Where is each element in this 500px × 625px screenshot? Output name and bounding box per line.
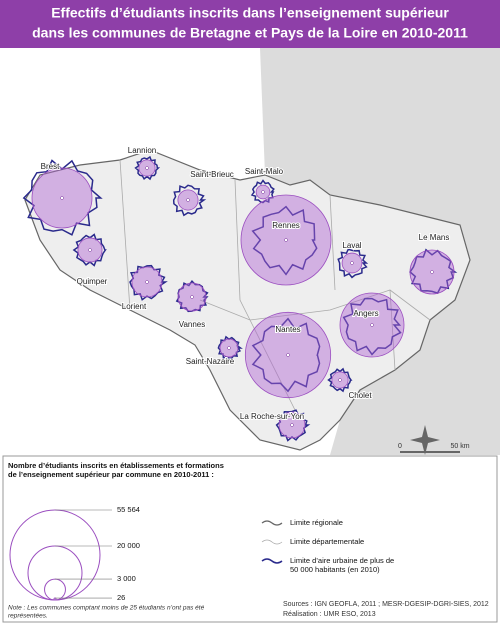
legend-line-label: Limite d’aire urbaine de plus de [290,556,394,565]
legend-value: 26 [117,593,125,602]
city-label: Cholet [348,391,372,400]
urban-area-boundary [251,205,318,276]
city-core [60,196,64,200]
urban-area-boundary [327,367,353,393]
city-label: Vannes [179,320,206,329]
urban-area-boundary [337,248,369,279]
city-label: La Roche-sur-Yon [240,412,304,421]
city-label: Saint-Brieuc [190,170,234,179]
title-line: Effectifs d’étudiants inscrits dans l’en… [51,5,449,21]
city-core [370,323,374,327]
map: Brest Lannion Saint-Brieuc Saint-Malo Rennes… [22,48,500,455]
legend-line-label: 50 000 habitants (en 2010) [290,565,380,574]
urban-area-boundary [175,280,209,313]
city-label: Quimper [77,277,108,286]
legend-box [2,455,498,623]
urban-area-boundary [134,155,161,181]
title-banner [0,0,500,48]
sources: Réalisation : UMR ESO, 2013 [283,611,376,618]
city-label: Lannion [128,146,156,155]
city-label: Rennes [272,221,300,230]
city-core [338,378,342,382]
legend-title: de l’enseignement supérieur par commune … [8,470,214,479]
scale-end: 50 km [450,443,469,450]
scale-start: 0 [398,443,402,450]
urban-area-boundary [129,264,168,301]
city-core [430,270,434,274]
city-core [190,295,194,299]
city-label: Saint-Malo [245,167,284,176]
city-core [284,238,288,242]
legend-note: Note : Les communes comptant moins de 25… [8,605,205,612]
legend-value: 20 000 [117,541,140,550]
sources: Sources : IGN GEOFLA, 2011 ; MESR-DGESIP… [283,601,489,608]
city-core [88,248,92,252]
city-label: Le Mans [419,233,450,242]
legend-line-label: Limite départementale [290,537,364,546]
city-label: Brest [41,162,60,171]
city-label: Angers [353,309,378,318]
department-boundaries [119,159,431,421]
urban-area-boundary [72,233,107,267]
legend-note: représentées. [8,613,48,620]
legend-value: 3 000 [117,574,136,583]
city-core [145,166,149,170]
city-core [290,423,294,427]
urban-area-boundary [172,184,207,217]
legend-line-sample [261,539,283,545]
city-core [227,346,231,350]
city-core [261,190,265,194]
city-core [145,280,149,284]
legend-line-label: Limite régionale [290,518,343,527]
city-core [286,353,290,357]
legend-line-sample [261,558,283,564]
city-core [350,261,354,265]
title-line: dans les communes de Bretagne et Pays de… [32,25,468,41]
urban-area-boundary [250,179,275,204]
urban-area-boundary [342,297,402,356]
legend-title: Nombre d’étudiants inscrits en établisse… [8,461,224,470]
city-core [186,198,190,202]
city-label: Saint-Nazaire [186,357,235,366]
urban-area-boundary [409,248,458,295]
legend-line-sample [261,520,283,526]
neighbour-land [260,48,500,455]
city-label: Lorient [122,302,147,311]
urban-area-boundary [251,317,321,393]
city-label: Nantes [275,325,300,334]
city-label: Laval [342,241,361,250]
compass [410,425,440,455]
urban-area-boundary [275,409,311,442]
legend-value: 55 564 [117,505,140,514]
